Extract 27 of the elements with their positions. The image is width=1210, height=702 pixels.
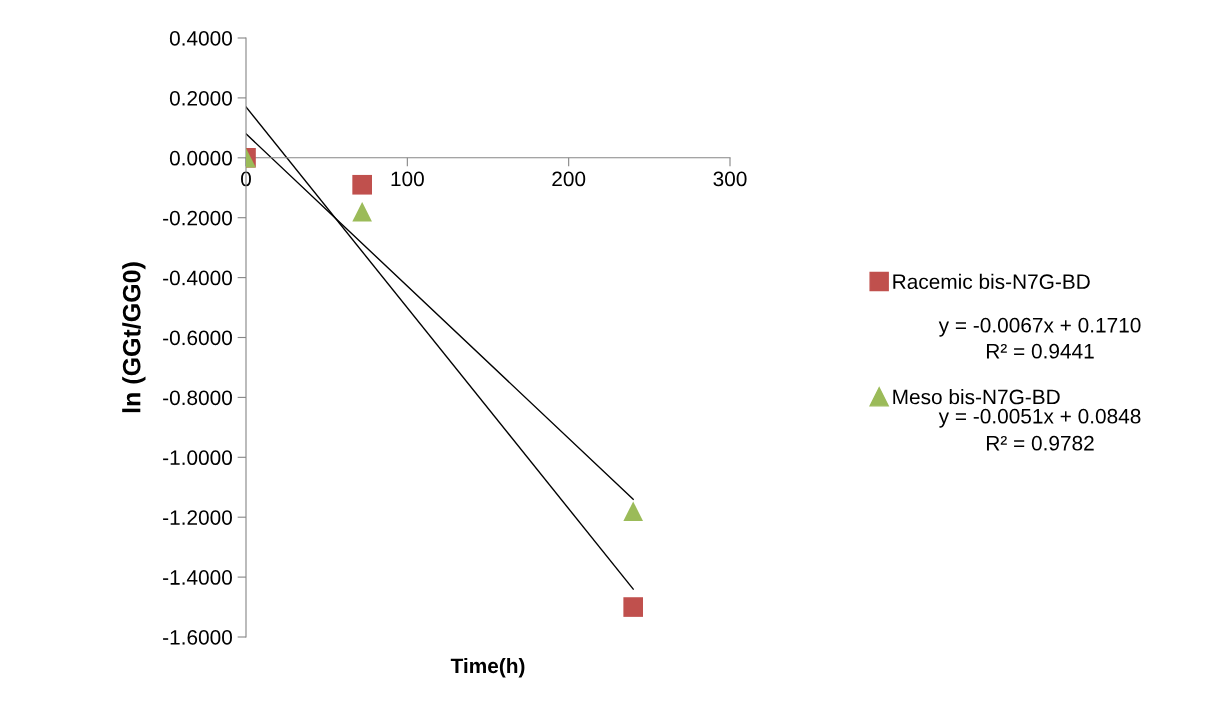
y-tick-label: 0.4000 — [169, 31, 232, 46]
x-axis-title: Time(h) — [450, 657, 525, 678]
y-tick-label: -0.2000 — [163, 210, 232, 226]
legend-label: Racemic bis-N7G-BD — [893, 273, 1090, 290]
text: y = -0.0067x + 0.1710 — [938, 317, 1141, 337]
y-tick-label: -0.6000 — [163, 330, 232, 346]
y-tick-label: -1.6000 — [163, 630, 232, 645]
legend-label: Meso bis-N7G-BD — [893, 389, 1060, 405]
y-tick-label: 0.2000 — [169, 90, 232, 106]
y-tick-label: -1.4000 — [163, 570, 232, 585]
y-tick-label: -1.0000 — [163, 450, 232, 466]
y-tick-label: -0.4000 — [163, 270, 232, 286]
y-tick-label: 0.0000 — [169, 150, 232, 166]
y-tick-label: -1.2000 — [163, 510, 232, 525]
point — [623, 501, 644, 522]
y-tick-label: -0.8000 — [163, 390, 232, 406]
x-tick-label: 200 — [552, 171, 586, 187]
point — [352, 174, 372, 195]
point — [352, 201, 372, 222]
text: R² = 0.9782 — [986, 435, 1094, 451]
x-tick-label: 300 — [713, 171, 747, 187]
point — [623, 597, 644, 617]
text: R² = 0.9441 — [986, 343, 1094, 359]
x-tick-label: 0 — [241, 171, 251, 187]
x-tick-label: 100 — [391, 171, 424, 187]
text: y = -0.0051x + 0.0848 — [938, 408, 1141, 428]
y-axis-title: ln (GGt/GG0) — [122, 262, 146, 413]
